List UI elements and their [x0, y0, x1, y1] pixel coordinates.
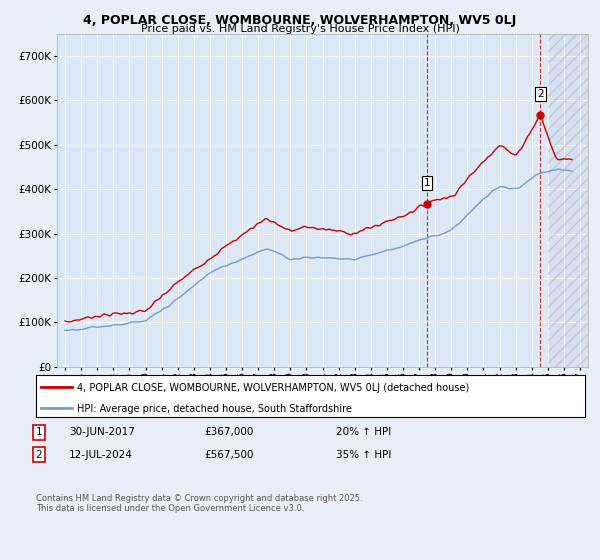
Text: 35% ↑ HPI: 35% ↑ HPI: [336, 450, 391, 460]
Text: 2: 2: [537, 89, 544, 99]
Text: 1: 1: [35, 427, 43, 437]
Text: 12-JUL-2024: 12-JUL-2024: [69, 450, 133, 460]
Text: 4, POPLAR CLOSE, WOMBOURNE, WOLVERHAMPTON, WV5 0LJ (detached house): 4, POPLAR CLOSE, WOMBOURNE, WOLVERHAMPTO…: [77, 383, 469, 393]
Text: 20% ↑ HPI: 20% ↑ HPI: [336, 427, 391, 437]
Bar: [548, 34, 588, 367]
Text: 2: 2: [35, 450, 43, 460]
Text: £367,000: £367,000: [204, 427, 253, 437]
Text: HPI: Average price, detached house, South Staffordshire: HPI: Average price, detached house, Sout…: [77, 404, 352, 414]
Text: £567,500: £567,500: [204, 450, 254, 460]
Text: 30-JUN-2017: 30-JUN-2017: [69, 427, 135, 437]
Text: 4, POPLAR CLOSE, WOMBOURNE, WOLVERHAMPTON, WV5 0LJ: 4, POPLAR CLOSE, WOMBOURNE, WOLVERHAMPTO…: [83, 14, 517, 27]
Text: Contains HM Land Registry data © Crown copyright and database right 2025.
This d: Contains HM Land Registry data © Crown c…: [36, 494, 362, 514]
Bar: [548, 34, 588, 367]
Text: Price paid vs. HM Land Registry's House Price Index (HPI): Price paid vs. HM Land Registry's House …: [140, 24, 460, 34]
Text: 1: 1: [424, 178, 430, 188]
